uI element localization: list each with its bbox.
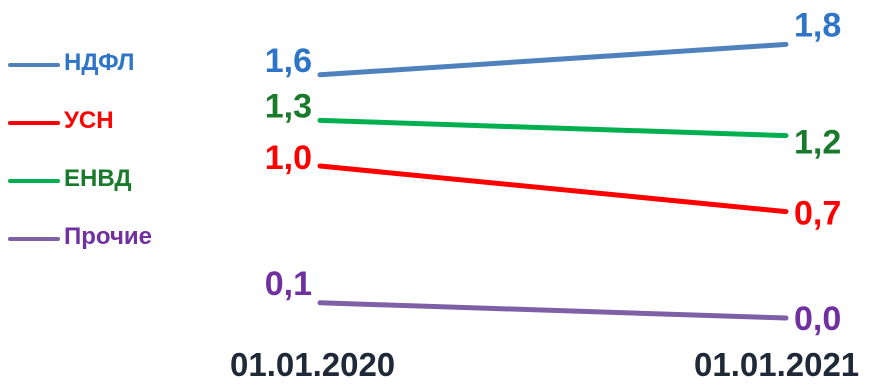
legend-label-envd: ЕНВД [64, 165, 132, 192]
data-label-ndfl-2021: 1,8 [794, 6, 841, 44]
series-line-usn [317, 163, 789, 215]
data-label-usn-2021: 0,7 [794, 195, 841, 233]
data-label-usn-2020: 1,0 [265, 139, 312, 177]
legend-swatch-ndfl [8, 63, 60, 67]
data-label-other-2021: 0,0 [794, 300, 841, 338]
legend-label-ndfl: НДФЛ [64, 49, 135, 76]
legend-label-other: Прочие [64, 223, 153, 250]
data-label-other-2020: 0,1 [265, 265, 312, 303]
series-line-ndfl [317, 41, 789, 78]
legend-label-usn: УСН [64, 107, 114, 134]
x-tick-label-2021: 01.01.2021 [694, 346, 860, 383]
legend-swatch-other [8, 237, 60, 241]
x-tick-label-2020: 01.01.2020 [230, 346, 396, 383]
series-line-other [317, 300, 789, 321]
data-label-envd-2021: 1,2 [794, 124, 841, 162]
series-line-envd [317, 117, 789, 139]
legend-swatch-envd [8, 179, 60, 183]
legend-swatch-usn [8, 121, 60, 125]
data-label-ndfl-2020: 1,6 [265, 42, 312, 80]
data-label-envd-2020: 1,3 [265, 87, 312, 125]
